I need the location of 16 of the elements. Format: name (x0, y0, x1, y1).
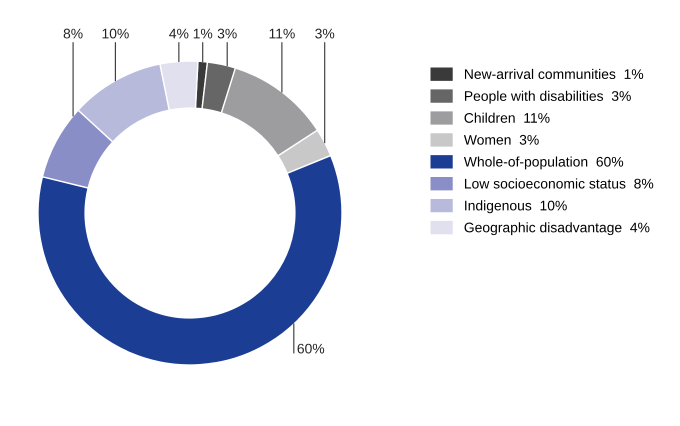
data-label: 8% (64, 28, 83, 38)
legend-label: Women 3% (464, 134, 539, 145)
data-label: 3% (218, 28, 237, 38)
legend-label: Children 11% (464, 112, 550, 123)
data-label: 10% (102, 28, 129, 38)
legend-label: Low socioeconomic status 8% (464, 178, 654, 189)
data-label: 4% (169, 28, 188, 38)
data-label: 1% (194, 28, 212, 38)
legend-label: People with disabilities 3% (464, 90, 631, 104)
data-label: 11% (270, 28, 295, 38)
data-label: 60% (298, 344, 324, 354)
data-label: 3% (315, 28, 334, 38)
legend-label: Indigenous 10% (465, 200, 567, 214)
legend-label: Whole-of-population 60% (464, 156, 624, 170)
legend-label: Geographic disadvantage 4% (464, 222, 650, 236)
legend-label: New-arrival communities 1% (464, 68, 644, 80)
